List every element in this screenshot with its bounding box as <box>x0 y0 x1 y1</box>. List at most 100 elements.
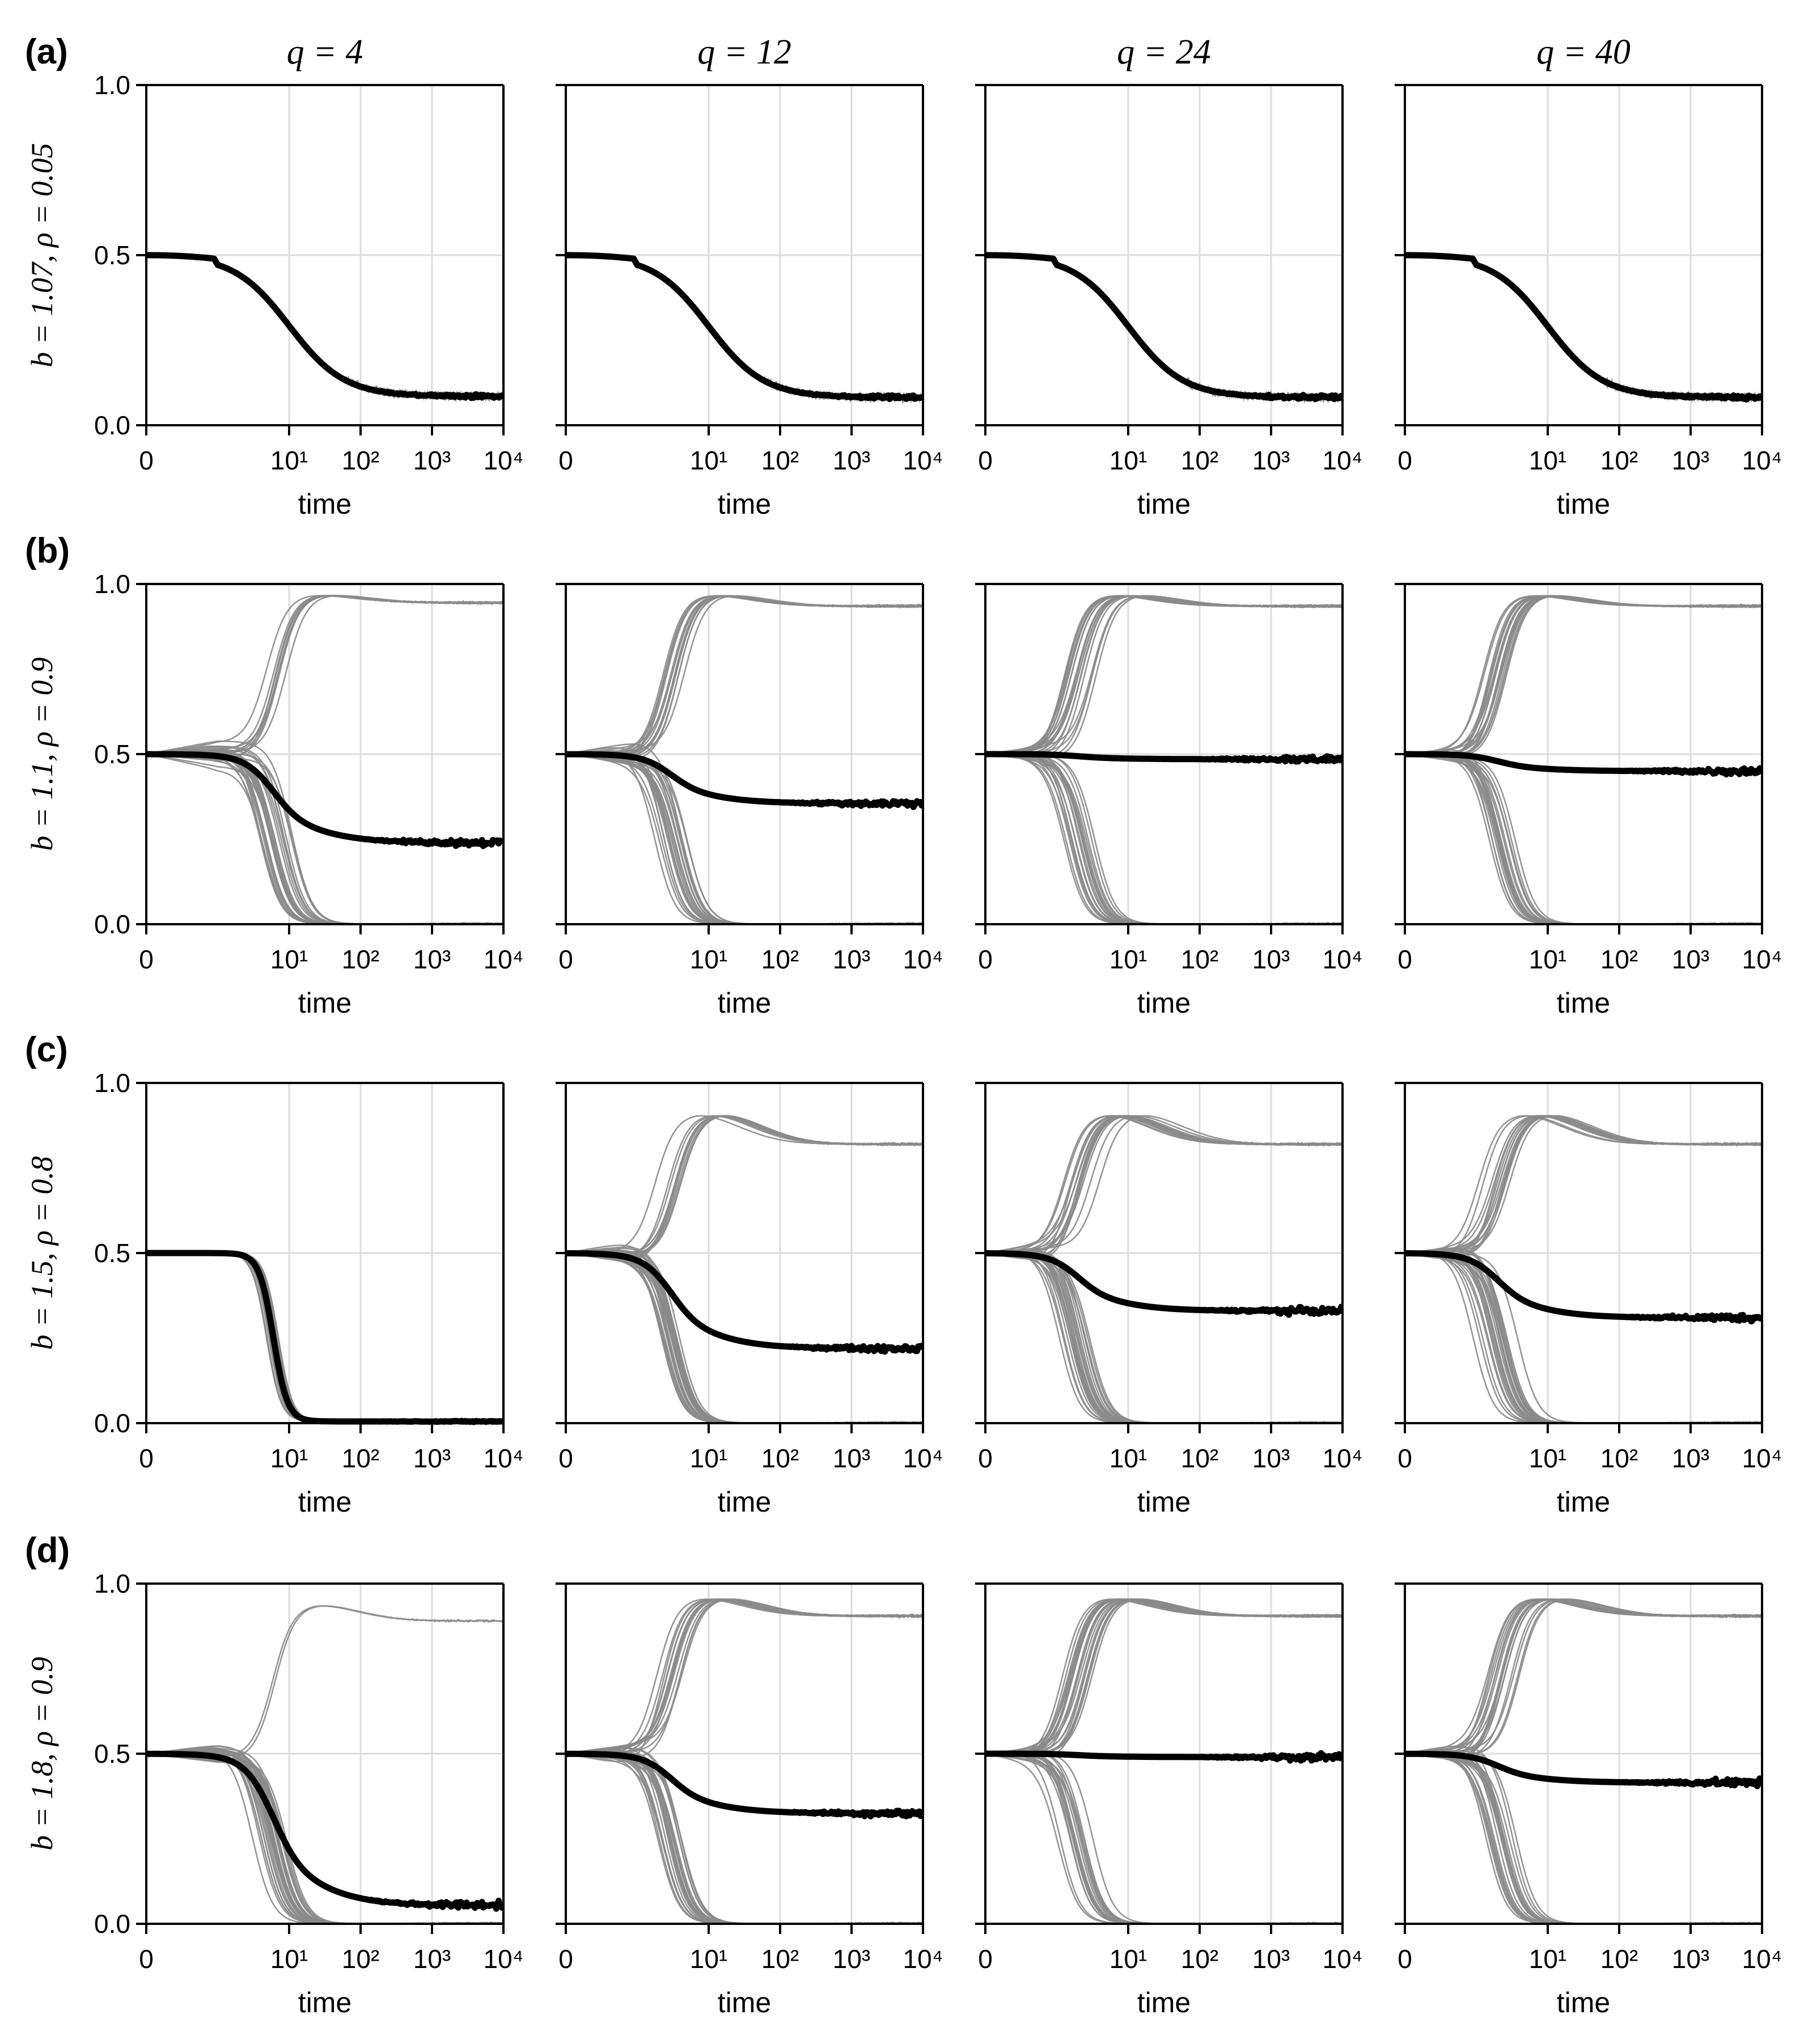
realization-line <box>985 1250 1343 1424</box>
realization-line <box>146 1745 503 1925</box>
x-axis-title: time <box>1557 1486 1610 1518</box>
realization-line <box>985 595 1343 755</box>
realization-line <box>985 1252 1343 1424</box>
realization-line <box>985 1252 1343 1424</box>
realization-line <box>566 1115 923 1254</box>
realization-line <box>985 1252 1343 1424</box>
x-tick-label: 10² <box>1181 1944 1218 1974</box>
realization-line <box>146 1747 503 1925</box>
x-axis-title: time <box>1557 488 1610 520</box>
realization-line <box>566 1753 923 1925</box>
realization-line <box>985 1598 1343 1755</box>
plot-area <box>146 1605 503 1925</box>
realization-line <box>985 753 1343 925</box>
realization-line <box>985 595 1343 755</box>
realization-line <box>146 1751 503 1925</box>
realization-line <box>1405 753 1762 925</box>
realization-line <box>1405 595 1762 755</box>
x-tick-label: 0 <box>558 1444 573 1473</box>
realization-line <box>146 1750 503 1925</box>
row-y-label: b = 1.8, ρ = 0.9 <box>25 1657 59 1851</box>
panel-r2-c2: 0 10¹ 10² 10³ 10⁴ time <box>556 583 943 1019</box>
realization-line <box>146 1749 503 1925</box>
realization-line <box>985 254 1343 402</box>
realization-line <box>146 1749 503 1925</box>
realization-line <box>1405 1252 1762 1424</box>
y-tick-label: 0.5 <box>94 240 130 270</box>
realization-line <box>1405 1115 1762 1254</box>
realization-line <box>566 1115 923 1258</box>
realization-line <box>566 595 923 757</box>
realization-line <box>1405 595 1762 755</box>
x-tick-label: 10³ <box>1672 1944 1709 1974</box>
realization-line <box>985 1115 1343 1254</box>
realization-line <box>985 595 1343 755</box>
realization-line <box>1405 595 1762 756</box>
realization-line <box>985 1251 1343 1424</box>
realization-line <box>985 1251 1343 1424</box>
x-tick-label: 10² <box>1600 945 1638 974</box>
mean-line <box>985 252 1343 403</box>
realization-line <box>985 1115 1343 1254</box>
realization-line <box>566 1752 923 1925</box>
realization-line <box>566 753 923 925</box>
realization-line <box>985 753 1343 925</box>
realization-line <box>985 1598 1343 1755</box>
realization-line <box>146 1252 503 1424</box>
realization-line <box>146 1753 503 1925</box>
realization-line <box>566 753 923 925</box>
realization-line <box>985 254 1343 401</box>
realization-line <box>985 1115 1343 1254</box>
mean-line <box>146 1750 503 1912</box>
x-tick-label: 10² <box>342 1944 379 1974</box>
row-y-label: b = 1.07, ρ = 0.05 <box>25 143 59 367</box>
x-tick-label: 10³ <box>833 446 870 475</box>
x-tick-label: 10² <box>761 446 799 475</box>
x-tick-label: 0 <box>1398 1944 1412 1974</box>
panel-r4-c2: 0 10¹ 10² 10³ 10⁴ time <box>556 1582 943 2018</box>
realization-line <box>1405 1598 1762 1757</box>
realization-line <box>985 753 1343 925</box>
panel-r1-c4: 0 10¹ 10² 10³ 10⁴ time <box>1395 84 1782 520</box>
realization-line <box>146 595 503 755</box>
realization-line <box>566 1252 923 1424</box>
x-axis-title: time <box>1137 488 1191 520</box>
mean-line <box>566 1250 923 1355</box>
mean-line <box>566 1750 923 1819</box>
x-tick-label: 10⁴ <box>903 945 943 974</box>
realization-line <box>985 595 1343 755</box>
realization-line <box>566 1753 923 1925</box>
column-title: q = 24 <box>1117 33 1211 71</box>
x-tick-label: 10¹ <box>1529 945 1566 974</box>
realization-line <box>566 254 923 404</box>
realization-line <box>566 1598 923 1755</box>
realization-line <box>1405 1252 1762 1424</box>
x-tick-label: 10² <box>1181 945 1218 974</box>
realization-line <box>985 595 1343 757</box>
realization-line <box>146 1753 503 1925</box>
x-tick-label: 10⁴ <box>1742 945 1782 974</box>
realization-line <box>146 1252 503 1424</box>
realization-line <box>566 1747 923 1925</box>
realization-line <box>146 748 503 925</box>
realization-line <box>566 753 923 925</box>
y-tick-label: 0.0 <box>94 1909 130 1939</box>
realization-line <box>566 1250 923 1424</box>
realization-line <box>146 1749 503 1925</box>
panel-r4-c4: 0 10¹ 10² 10³ 10⁴ time <box>1395 1582 1782 2018</box>
x-tick-label: 10² <box>761 1444 799 1473</box>
realization-line <box>1405 595 1762 759</box>
realization-line <box>566 1252 923 1424</box>
x-tick-label: 10² <box>342 945 379 974</box>
realization-line <box>1405 1252 1762 1424</box>
x-tick-label: 10³ <box>1672 945 1709 974</box>
realization-line <box>985 595 1343 755</box>
realization-line <box>146 1753 503 1925</box>
x-tick-label: 0 <box>978 446 993 475</box>
realization-line <box>146 1252 503 1424</box>
realization-line <box>146 1252 503 1424</box>
realization-line <box>1405 753 1762 925</box>
realization-line <box>566 1598 923 1755</box>
realization-line <box>146 1252 503 1424</box>
x-tick-label: 10² <box>1600 1444 1638 1473</box>
